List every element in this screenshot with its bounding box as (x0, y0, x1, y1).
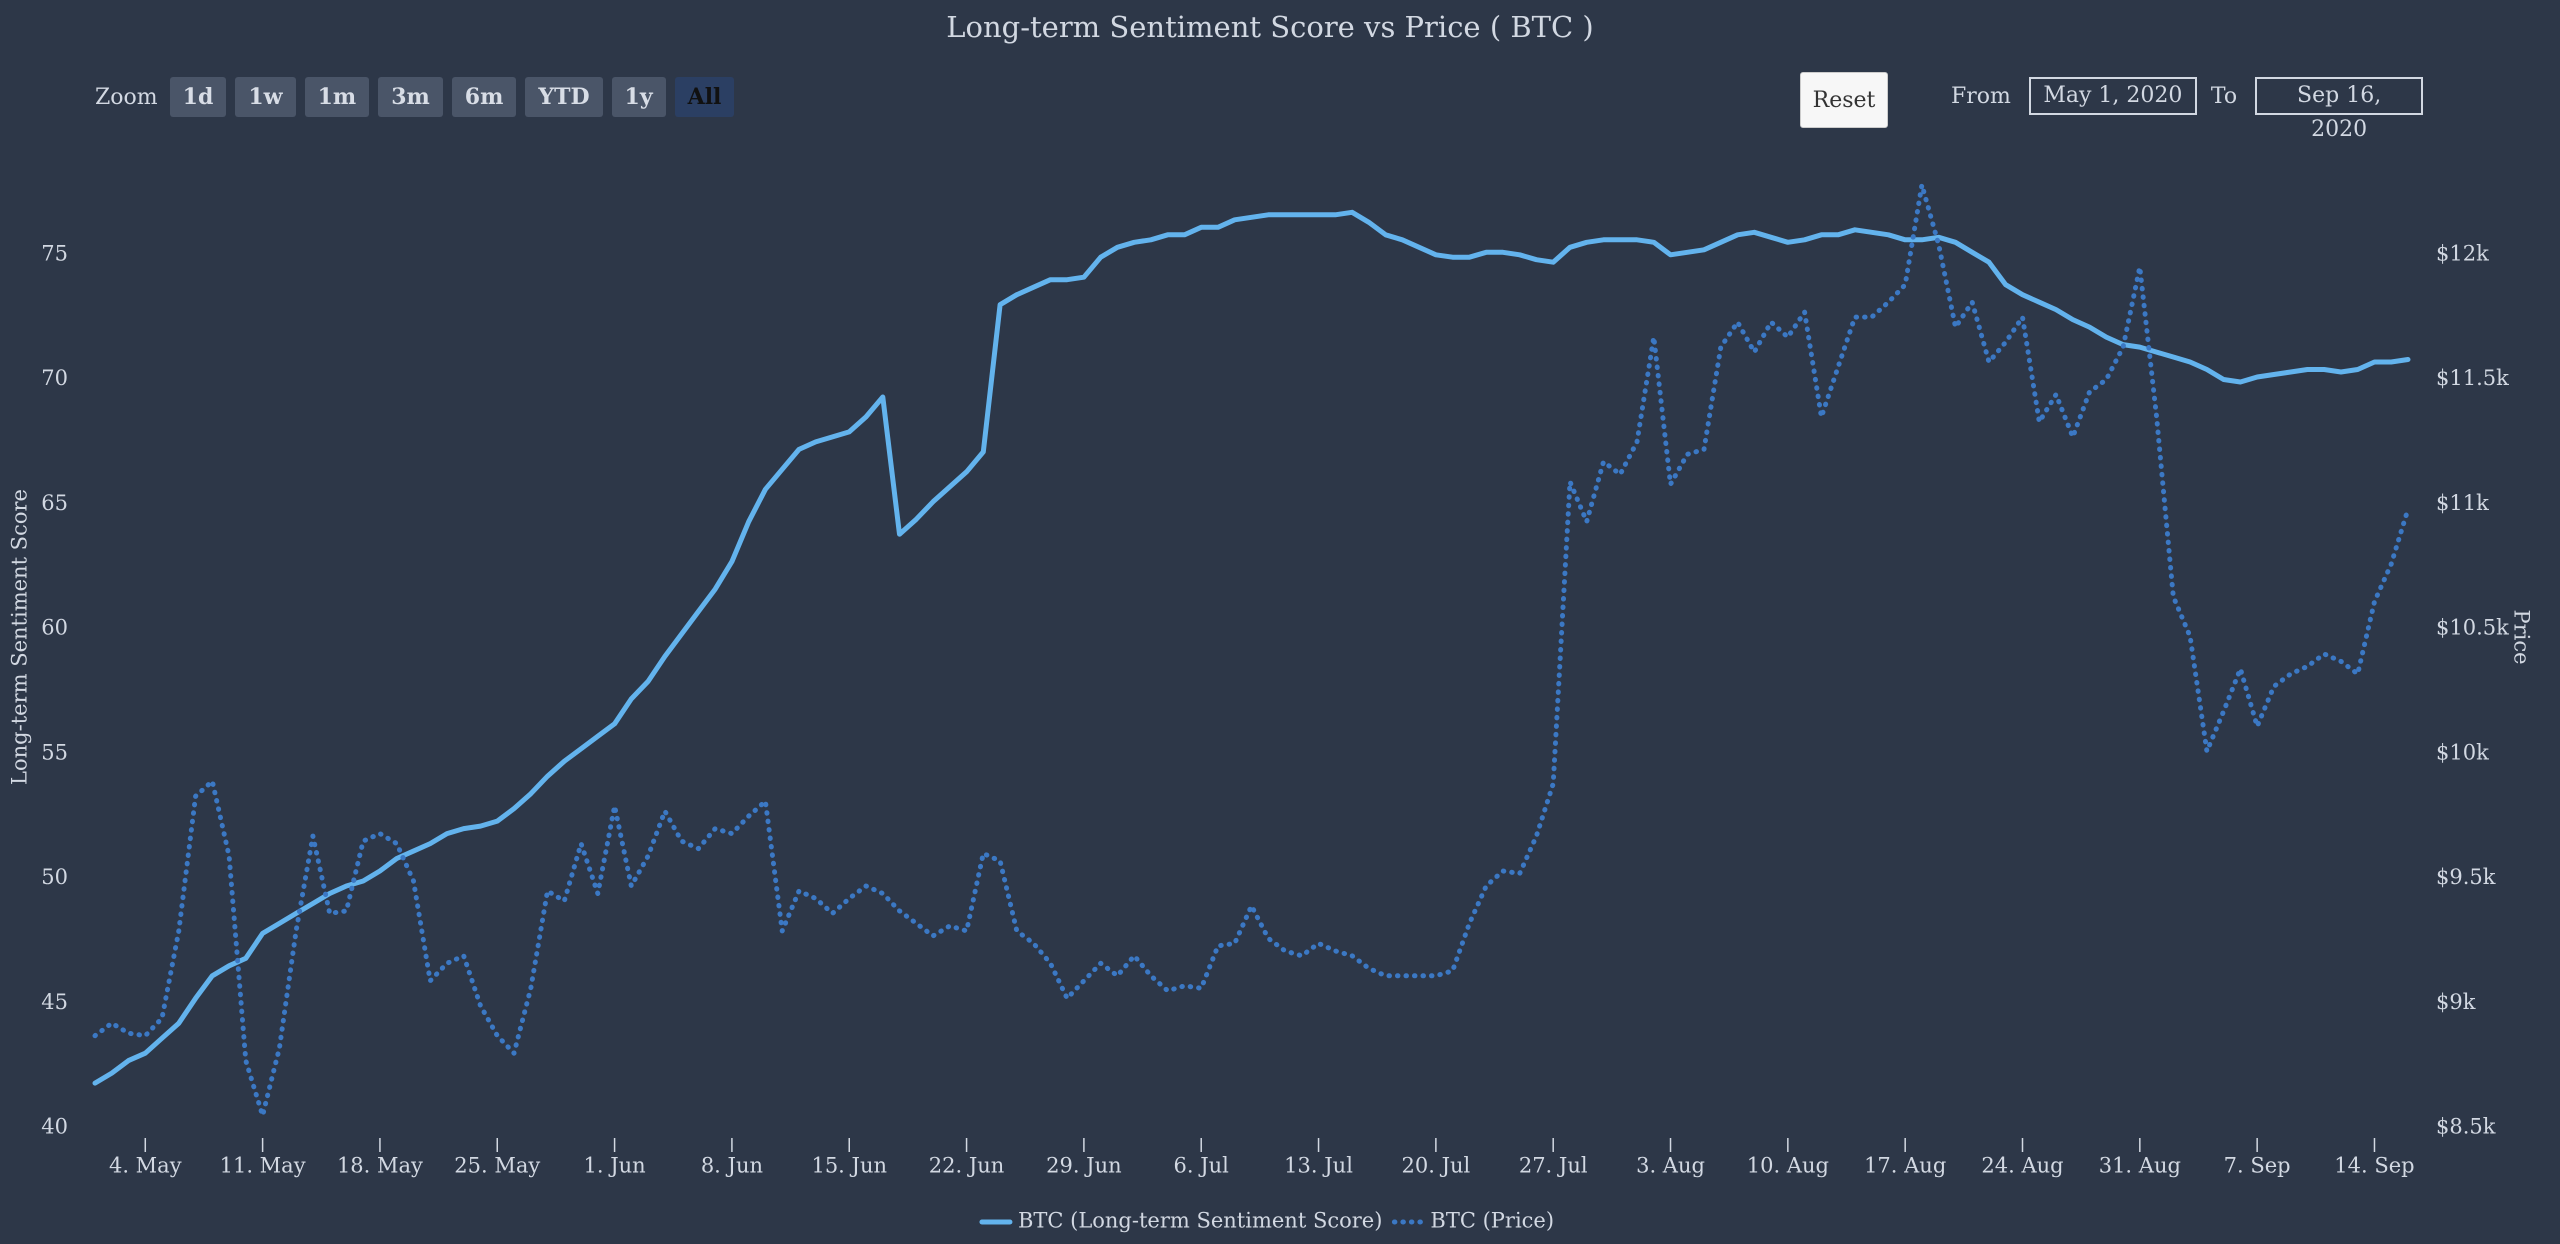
sentiment-line (92, 209, 2411, 1086)
y2-tick-label: $10.5k (2436, 616, 2509, 640)
y2-tick-label: $9k (2436, 990, 2476, 1014)
x-tick-label: 27. Jul (1519, 1154, 1588, 1178)
y-axis-title: Long-term Sentiment Score (8, 489, 32, 785)
zoom-button[interactable]: 6m (451, 77, 517, 117)
legend: BTC (Long-term Sentiment Score) BTC (Pric… (979, 1209, 1554, 1233)
x-tick-label: 29. Jun (1046, 1154, 1122, 1178)
x-tick-label: 25. May (454, 1154, 540, 1178)
y2-tick-label: $8.5k (2436, 1115, 2496, 1139)
y2-axis-title: Price (2510, 609, 2534, 664)
y-tick-label: 65 (41, 491, 68, 515)
x-tick-label: 4. May (109, 1154, 182, 1178)
y2-tick-label: $9.5k (2436, 865, 2496, 889)
x-tick-label: 1. Jun (583, 1154, 645, 1178)
y-tick-label: 55 (41, 740, 68, 764)
y-tick-label: 75 (41, 241, 68, 265)
zoom-button[interactable]: 3m (378, 77, 443, 117)
y2-tick-label: $11.5k (2436, 366, 2509, 390)
zoom-button[interactable]: YTD (525, 77, 603, 117)
x-tick-label: 10. Aug (1747, 1154, 1829, 1178)
x-tick-label: 24. Aug (1981, 1154, 2063, 1178)
zoom-button[interactable]: 1m (304, 77, 370, 117)
zoom-bar: Zoom 1d 1w 1m 3m 6m YTD 1y All (95, 77, 743, 117)
zoom-button[interactable]: 1y (611, 77, 666, 117)
y2-tick-label: $11k (2436, 491, 2489, 515)
price-line (92, 182, 2411, 1118)
x-tick-label: 20. Jul (1402, 1154, 1471, 1178)
x-tick-label: 3. Aug (1636, 1154, 1705, 1178)
x-tick-label: 17. Aug (1864, 1154, 1946, 1178)
date-range: From May 1, 2020 To Sep 16, 2020 (1951, 77, 2424, 142)
x-tick-label: 31. Aug (2099, 1154, 2181, 1178)
y2-tick-label: $10k (2436, 740, 2489, 764)
zoom-button[interactable]: 1w (235, 77, 296, 117)
from-input[interactable]: May 1, 2020 (2028, 77, 2197, 115)
x-tick-label: 7. Sep (2224, 1154, 2291, 1178)
y-tick-label: 45 (41, 990, 68, 1014)
x-tick-label: 14. Sep (2334, 1154, 2414, 1178)
x-tick-label: 13. Jul (1284, 1154, 1353, 1178)
y-tick-label: 50 (41, 865, 68, 889)
x-tick-label: 18. May (337, 1154, 423, 1178)
x-tick-label: 15. Jun (811, 1154, 887, 1178)
zoom-button[interactable]: 1d (169, 77, 227, 117)
y-tick-label: 70 (41, 366, 68, 390)
y-tick-label: 40 (41, 1115, 68, 1139)
x-tick-label: 6. Jul (1174, 1154, 1230, 1178)
to-input[interactable]: Sep 16, 2020 (2255, 77, 2424, 142)
to-label: To (2210, 83, 2238, 109)
y2-tick-label: $12k (2436, 241, 2489, 265)
chart-title: Long-term Sentiment Score vs Price ( BTC… (946, 10, 1593, 44)
x-tick-label: 8. Jun (701, 1154, 763, 1178)
zoom-button[interactable]: All (674, 77, 735, 117)
zoom-label: Zoom (95, 84, 158, 110)
x-tick-label: 22. Jun (929, 1154, 1005, 1178)
legend-label: BTC (Price) (1430, 1209, 1554, 1233)
x-tick-label: 11. May (220, 1154, 306, 1178)
legend-label: BTC (Long-term Sentiment Score) (1018, 1209, 1382, 1233)
reset-button[interactable]: Reset (1800, 72, 1888, 128)
from-label: From (1951, 83, 2011, 109)
y-tick-label: 60 (41, 616, 68, 640)
